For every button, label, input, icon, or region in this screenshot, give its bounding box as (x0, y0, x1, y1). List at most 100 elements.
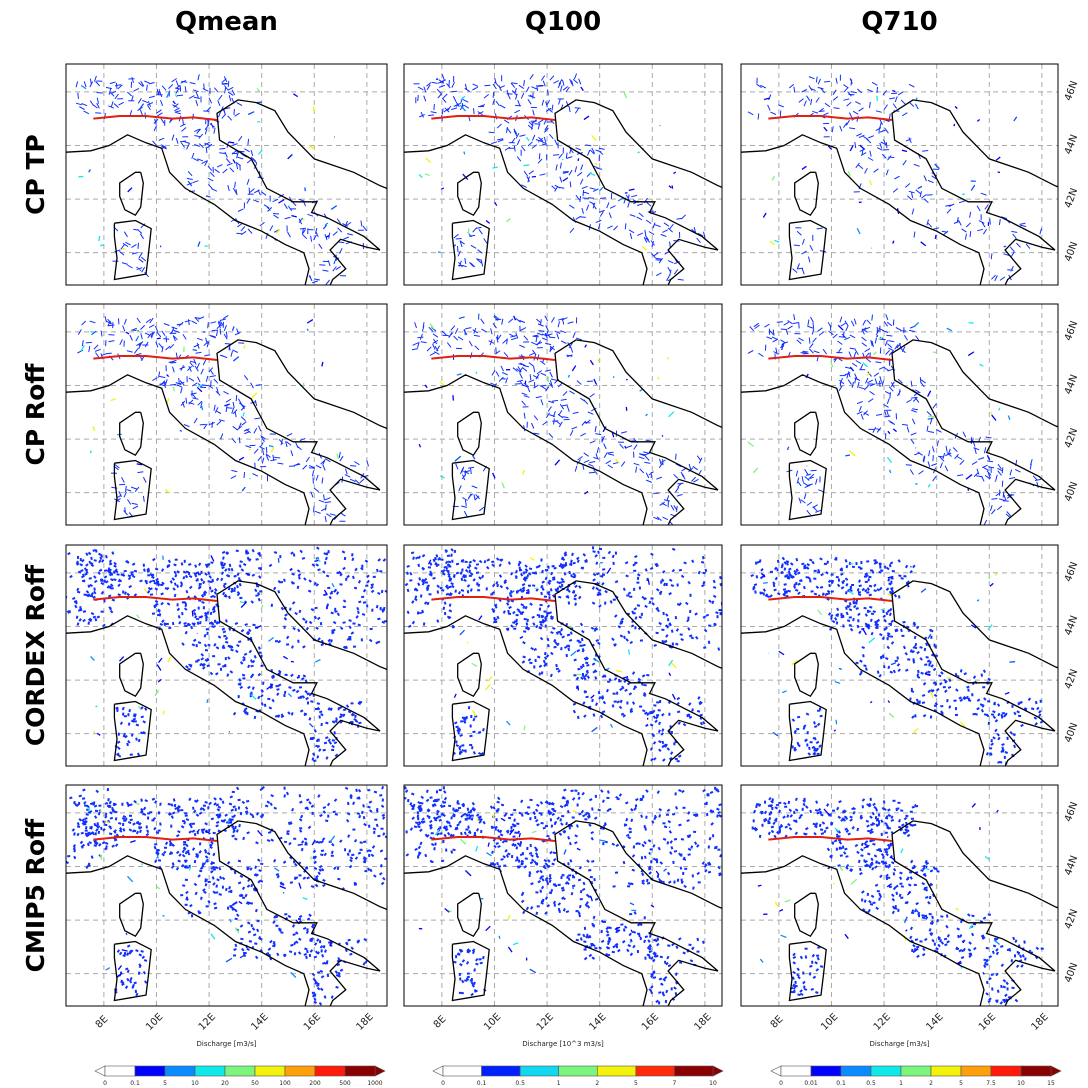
river (779, 908, 784, 912)
river (656, 376, 660, 380)
river (886, 456, 893, 464)
map-panel (740, 784, 1059, 1007)
river (917, 185, 923, 190)
river-network (66, 546, 387, 763)
river (956, 960, 962, 965)
river (847, 170, 852, 177)
river (987, 624, 993, 630)
river (827, 145, 832, 150)
main-river (768, 595, 893, 603)
river (670, 661, 677, 669)
main-river (93, 354, 218, 362)
river (599, 186, 604, 192)
river (485, 220, 491, 224)
river (210, 555, 215, 562)
river-network (75, 74, 368, 285)
river (968, 924, 974, 930)
river (162, 914, 165, 917)
map-panel (740, 544, 1059, 767)
river (325, 234, 330, 238)
river (671, 185, 674, 189)
column-title: Qmean (175, 7, 278, 37)
river (156, 664, 162, 671)
river (250, 392, 258, 400)
river (137, 335, 140, 339)
lon-tick-label: 14E (924, 1012, 945, 1033)
colorbar-arrow (1050, 1065, 1062, 1077)
lat-tick-label: 46N (1063, 561, 1080, 584)
river (95, 705, 98, 708)
panel-frame (65, 63, 388, 286)
river (232, 356, 240, 362)
lon-tick-label: 8E (94, 1014, 111, 1031)
river (960, 721, 966, 728)
river (990, 411, 993, 415)
river (256, 625, 262, 629)
river (1007, 415, 1011, 421)
river (577, 685, 580, 691)
river (906, 891, 911, 896)
river (471, 662, 478, 667)
river (98, 235, 101, 242)
river (661, 434, 664, 438)
river (500, 817, 506, 822)
river (668, 411, 675, 418)
river (166, 91, 170, 98)
coastline (741, 134, 985, 285)
colorbar-segment (674, 1065, 714, 1077)
river (245, 572, 250, 575)
map-content (741, 64, 1058, 285)
colorbar-tick-label: 0 (779, 1080, 783, 1087)
colorbar-tick-label: 15 (1047, 1080, 1055, 1087)
colorbar-tick-label: 0 (441, 1080, 445, 1087)
river (823, 808, 830, 816)
river (336, 453, 339, 459)
main-river (431, 595, 556, 603)
river (268, 636, 275, 642)
colorbar-segment (870, 1065, 902, 1077)
map-panel (403, 784, 723, 1007)
river (166, 374, 170, 378)
river (138, 103, 145, 110)
river (96, 732, 101, 736)
colorbar-tick-label: 500 (339, 1080, 351, 1087)
river (291, 214, 297, 218)
river (615, 458, 620, 464)
river (302, 896, 308, 901)
river (991, 947, 994, 950)
river (663, 868, 667, 872)
column-title: Q710 (861, 7, 937, 37)
colorbar-segment (194, 1065, 226, 1077)
river (522, 469, 525, 475)
river (99, 244, 105, 247)
river (475, 371, 478, 375)
coastline (404, 615, 648, 766)
river (567, 374, 570, 378)
panel-frame (65, 784, 388, 1007)
river (844, 933, 849, 939)
river (623, 92, 628, 99)
river (478, 615, 483, 621)
river (232, 159, 236, 164)
coastline (66, 855, 310, 1006)
coastline (741, 615, 985, 766)
river (622, 675, 629, 679)
river (905, 929, 908, 932)
river (282, 655, 288, 660)
map-content (404, 545, 722, 766)
river (475, 845, 479, 852)
colorbar-arrow (432, 1065, 444, 1077)
river (1013, 116, 1018, 122)
river-network (747, 314, 1041, 525)
river (204, 830, 211, 835)
lat-tick-label: 46N (1063, 80, 1080, 103)
river (817, 609, 823, 616)
river (849, 450, 856, 457)
river (126, 875, 134, 883)
river (279, 885, 286, 890)
lat-tick-label: 42N (1063, 908, 1080, 931)
lon-tick-label: 18E (354, 1012, 375, 1033)
river (671, 693, 676, 700)
river (976, 119, 981, 122)
